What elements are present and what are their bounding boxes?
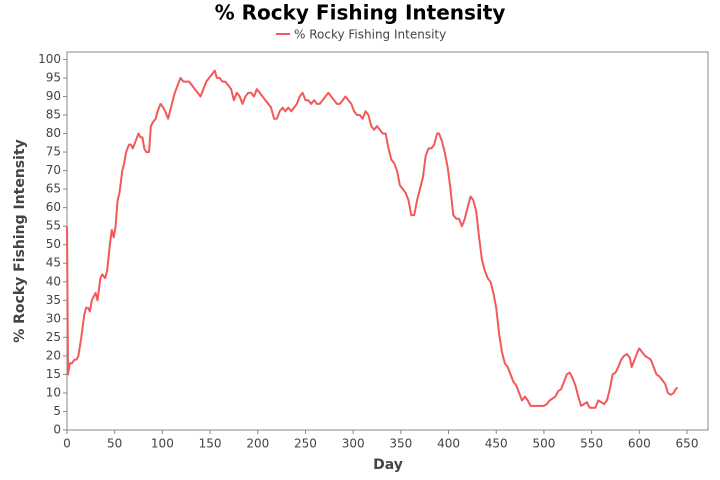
x-tick-label: 550 [580, 437, 603, 451]
data-line [66, 69, 679, 409]
legend-label: % Rocky Fishing Intensity [294, 28, 446, 42]
y-tick-label: 80 [46, 126, 61, 140]
y-tick-label: 100 [38, 52, 61, 66]
y-tick-label: 85 [46, 108, 61, 122]
x-tick-label: 250 [294, 437, 317, 451]
y-tick-label: 75 [46, 145, 61, 159]
y-tick-label: 25 [46, 330, 61, 344]
y-tick-label: 95 [46, 70, 61, 84]
x-tick-label: 100 [151, 437, 174, 451]
y-tick-label: 70 [46, 163, 61, 177]
y-tick-label: 50 [46, 237, 61, 251]
y-tick-label: 20 [46, 348, 61, 362]
x-tick-label: 350 [389, 437, 412, 451]
y-tick-label: 35 [46, 293, 61, 307]
x-tick-label: 0 [63, 437, 71, 451]
x-tick-label: 300 [342, 437, 365, 451]
y-tick-label: 5 [53, 404, 61, 418]
x-tick-label: 650 [676, 437, 699, 451]
y-axis-label: % Rocky Fishing Intensity [12, 139, 28, 343]
x-tick-label: 400 [437, 437, 460, 451]
x-tick-label: 50 [107, 437, 122, 451]
y-tick-label: 60 [46, 200, 61, 214]
y-tick-label: 55 [46, 219, 61, 233]
x-tick-label: 200 [246, 437, 269, 451]
chart-title: % Rocky Fishing Intensity [215, 1, 506, 25]
x-tick-label: 450 [485, 437, 508, 451]
x-tick-label: 150 [199, 437, 222, 451]
y-tick-label: 40 [46, 274, 61, 288]
x-tick-label: 500 [532, 437, 555, 451]
y-tick-label: 30 [46, 311, 61, 325]
y-tick-label: 90 [46, 89, 61, 103]
y-tick-label: 10 [46, 385, 61, 399]
y-tick-label: 0 [53, 423, 61, 437]
y-tick-label: 15 [46, 367, 61, 381]
x-axis-label: Day [373, 457, 403, 473]
y-tick-label: 65 [46, 182, 61, 196]
x-tick-label: 600 [628, 437, 651, 451]
y-tick-label: 45 [46, 256, 61, 270]
